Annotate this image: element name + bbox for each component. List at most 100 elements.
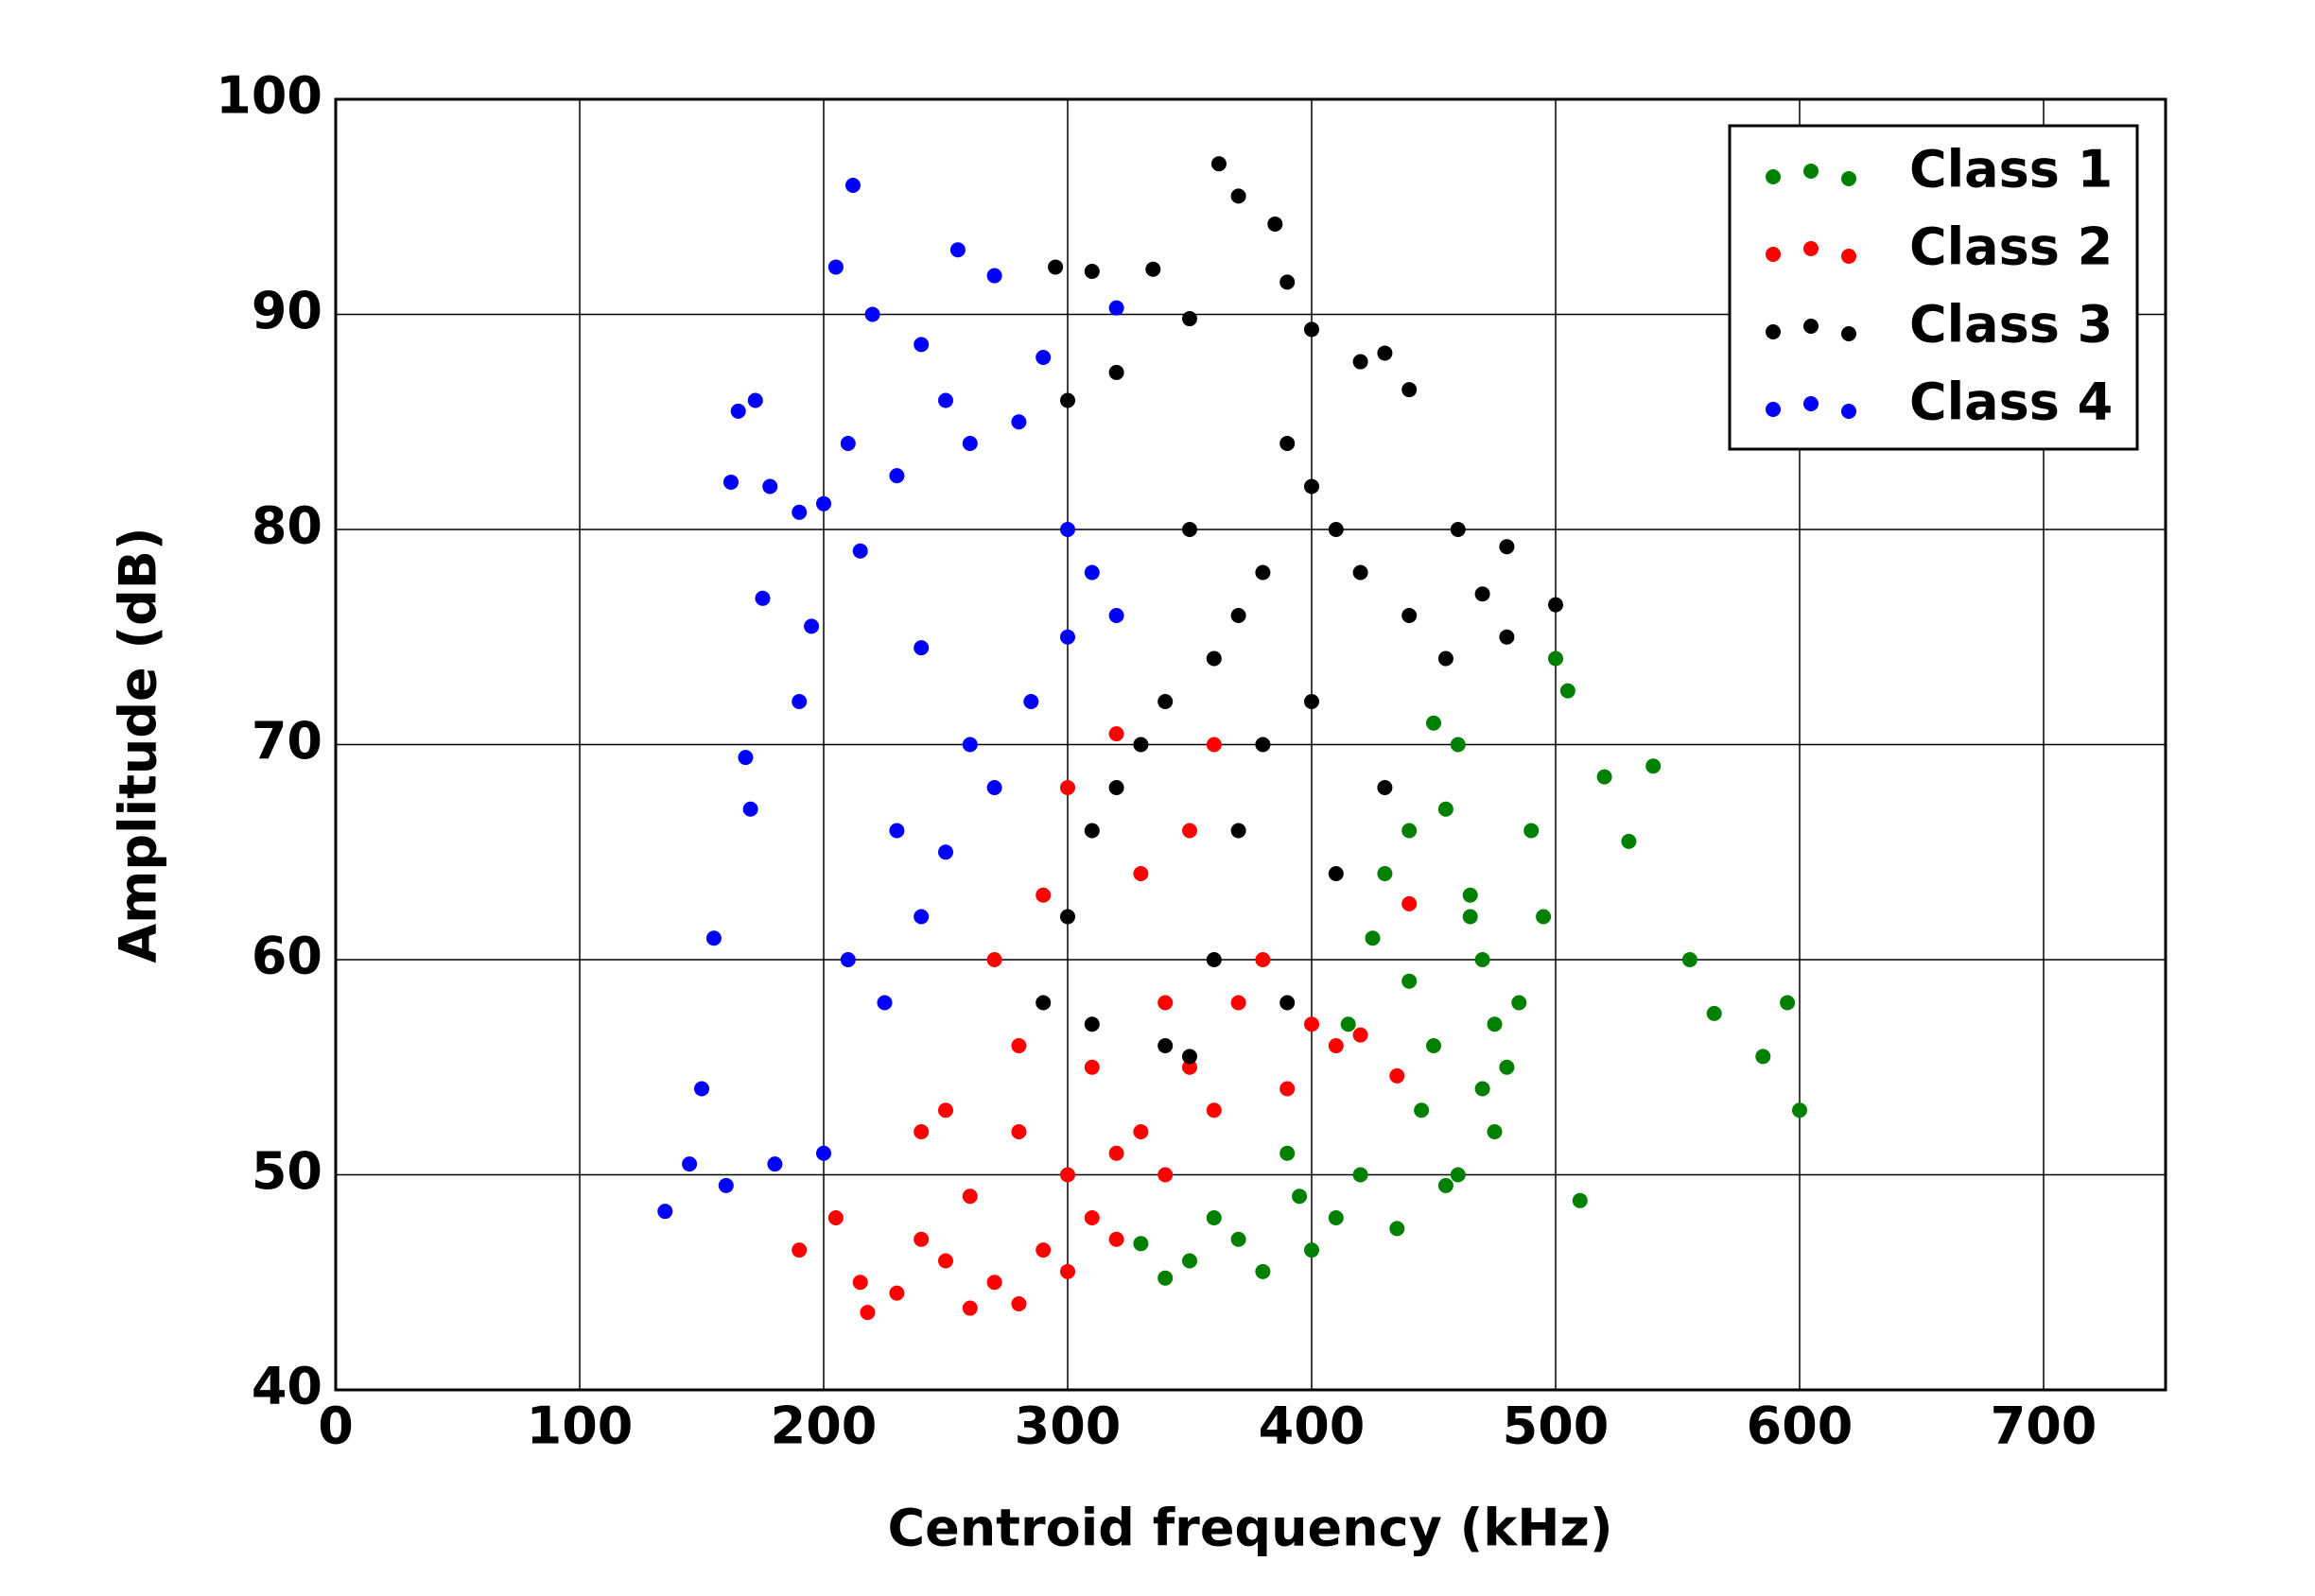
legend-marker [1841,326,1856,341]
x-tick-label: 200 [771,1396,878,1456]
scatter-point [1230,188,1246,204]
scatter-point [792,504,808,520]
x-tick-label: 0 [318,1396,354,1456]
scatter-point [694,1081,709,1097]
scatter-point [1487,1016,1503,1032]
scatter-point [1133,866,1149,881]
scatter-point [1401,382,1418,398]
scatter-point [1084,1016,1100,1032]
scatter-point [1182,1049,1197,1065]
scatter-point [1108,1231,1124,1247]
scatter-point [877,995,893,1011]
scatter-point [1206,1210,1222,1225]
legend-label: Class 3 [1909,295,2113,355]
scatter-point [1230,995,1246,1011]
legend-marker [1803,396,1819,411]
scatter-point [938,1102,953,1119]
scatter-point [852,1275,868,1291]
scatter-point [827,1210,844,1225]
scatter-point [1596,769,1612,785]
scatter-point [1108,300,1124,316]
scatter-point [1145,261,1161,277]
scatter-point [1462,909,1478,925]
scatter-point [1462,887,1478,903]
scatter-point [1267,216,1283,232]
scatter-point [1279,995,1296,1011]
scatter-point [1450,1167,1466,1183]
scatter-point [864,306,880,322]
scatter-point [1158,1038,1174,1053]
scatter-point [1158,1167,1174,1183]
scatter-point [1182,522,1197,537]
x-axis-label: Centroid frequency (kHz) [887,1499,1612,1558]
scatter-point [738,750,754,766]
scatter-point [1230,608,1246,623]
scatter-point [1572,1192,1588,1208]
scatter-point [1401,973,1418,989]
plot-frame [334,97,2167,1392]
scatter-point [1414,1102,1430,1119]
scatter-point [986,780,1002,795]
y-tick-label: 70 [252,711,322,771]
scatter-point [767,1156,783,1172]
scatter-point [1084,1210,1100,1225]
scatter-point [1182,311,1197,327]
scatter-point [1304,694,1319,709]
scatter-point [1108,780,1124,795]
scatter-point [1474,952,1490,967]
scatter-point [742,801,758,817]
scatter-point [844,178,861,193]
scatter-point [1206,952,1222,967]
scatter-point [1060,780,1075,795]
x-tick-label: 300 [1015,1396,1122,1456]
scatter-point [1450,522,1466,537]
scatter-point [962,737,978,753]
scatter-point [816,495,831,512]
y-tick-label: 40 [252,1357,322,1416]
scatter-point [1328,1210,1344,1225]
scatter-point [1437,801,1453,817]
scatter-point [1011,1124,1027,1139]
scatter-point [1401,823,1418,839]
scatter-point [1499,629,1515,645]
scatter-point [938,1253,953,1269]
scatter-point [1511,995,1527,1011]
scatter-point [889,468,905,484]
scatter-point [1352,354,1368,370]
scatter-point [1340,1016,1356,1032]
x-tick-label: 500 [1503,1396,1610,1456]
scatter-point [762,478,778,494]
legend-marker [1841,249,1856,264]
scatter-point [1450,737,1466,753]
scatter-point [914,1231,930,1247]
scatter-point [1206,737,1222,753]
scatter-point [1792,1102,1807,1119]
scatter-point [1474,1081,1490,1097]
scatter-point [1023,694,1039,709]
y-tick-label: 100 [216,66,322,126]
scatter-point [1548,597,1563,613]
scatter-point [914,337,930,353]
scatter-point [1060,1167,1075,1183]
scatter-point [1182,1253,1197,1269]
scatter-point [1036,887,1052,903]
legend-label: Class 4 [1909,373,2113,432]
scatter-point [1182,823,1197,839]
scatter-point [889,823,905,839]
scatter-point [682,1156,698,1172]
scatter-point [1401,608,1418,623]
y-tick-label: 80 [252,496,322,556]
scatter-point [1377,780,1393,795]
legend-marker [1841,404,1856,419]
scatter-point [1182,1059,1197,1075]
legend-marker [1766,324,1781,339]
x-tick-label: 100 [527,1396,634,1456]
scatter-point [1230,1231,1246,1247]
x-tick-label: 400 [1259,1396,1366,1456]
scatter-point [1426,1038,1441,1053]
scatter-point [1011,1038,1027,1053]
scatter-point [1499,1059,1515,1075]
scatter-point [1304,1242,1319,1258]
scatter-point [1755,1049,1771,1065]
scatter-point [962,1300,978,1316]
